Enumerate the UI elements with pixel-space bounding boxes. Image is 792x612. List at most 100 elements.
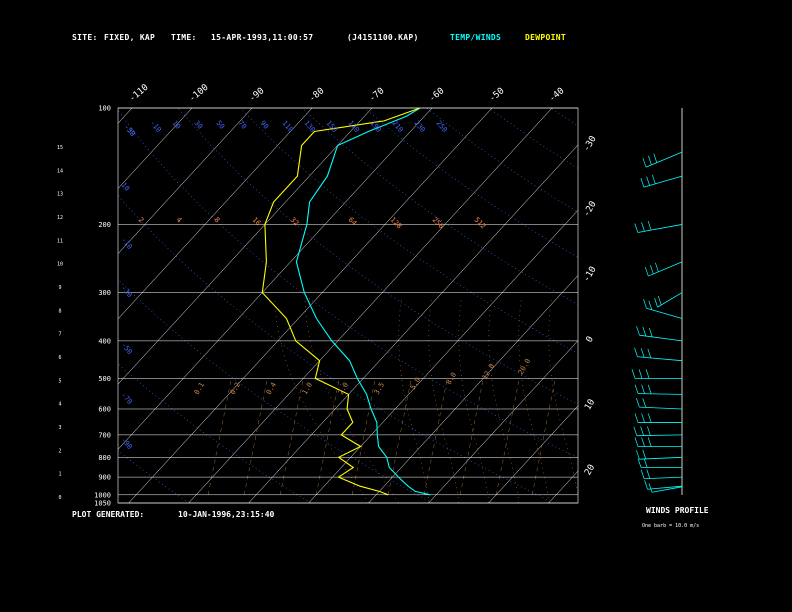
wind-barb-flag (640, 469, 645, 479)
wind-barb (651, 486, 683, 493)
moist-adiabat (428, 298, 459, 503)
isotherm-line (188, 108, 553, 503)
height-tick-label: 14 (57, 168, 63, 174)
isotherm-line (0, 108, 12, 503)
isotherm-grid (0, 108, 792, 503)
mixing-ratio-line (531, 378, 556, 495)
dry-adiabat-label: 150 (324, 119, 338, 134)
isotherm-line (428, 340, 578, 503)
mixing-ratio-label: 16 (251, 216, 263, 228)
pressure-tick-label: 800 (98, 454, 111, 462)
wind-barb-flag (637, 458, 642, 468)
height-tick-label: 12 (57, 215, 63, 221)
dry-adiabat-label: 250 (434, 119, 448, 134)
mixing-ratio-label: 32 (289, 216, 301, 228)
wind-barb-flag (640, 426, 644, 436)
wind-barb-flag (636, 450, 640, 460)
pressure-tick-label: 500 (98, 375, 111, 383)
wind-barb-flag (654, 297, 658, 308)
wind-barb-flag (634, 223, 639, 233)
height-tick-label: 1 (58, 472, 61, 478)
dry-adiabat (118, 110, 578, 459)
dry-adiabat-label: -90 (119, 436, 133, 451)
isotherm-line (118, 108, 433, 450)
isotherm-line (118, 108, 373, 385)
isotherm-line (548, 470, 578, 503)
wind-barb (639, 334, 683, 342)
wind-barb-flag (644, 266, 649, 277)
wind-barb-flag (647, 348, 652, 359)
top-temp-label: -50 (488, 86, 507, 104)
height-tick-label: 3 (58, 425, 61, 431)
height-tick-label: 8 (58, 308, 61, 314)
wind-barb-flag (648, 483, 653, 493)
site-value: FIXED, KAP (104, 33, 156, 42)
wind-barb-flag (642, 158, 647, 168)
wind-barb-flag (634, 437, 639, 447)
mixing-ratio-line (495, 378, 520, 495)
adiabats-layer (118, 108, 792, 503)
isobars-layer (117, 107, 579, 504)
wind-barb-flag (646, 469, 651, 479)
pressure-tick-label: 1050 (94, 500, 111, 508)
right-temp-label: -30 (582, 134, 599, 153)
mixing-ratio-line (207, 378, 232, 495)
isotherm-line (609, 108, 792, 503)
wind-barb (648, 261, 683, 277)
temp-legend: TEMP/WINDS (450, 33, 502, 42)
mixing-ratio-line (423, 378, 448, 495)
wind-barb (647, 485, 683, 490)
right-temp-label: 20 (583, 463, 597, 477)
labels-layer: 1002003004005006007008009001000105001234… (57, 83, 599, 508)
dry-adiabat (488, 108, 578, 169)
wind-barb-flag (640, 348, 645, 358)
top-temp-label: -80 (308, 86, 327, 104)
top-temp-label: -90 (248, 86, 267, 104)
dry-adiabat-label: 70 (236, 119, 248, 131)
wind-barb-flag (643, 299, 647, 309)
height-tick-label: 4 (58, 402, 61, 408)
isotherm-line (118, 108, 313, 320)
dry-adiabat-label: 10 (119, 181, 131, 193)
dry-adiabat (118, 450, 190, 503)
wind-barb (646, 307, 683, 319)
wind-barb-flag (633, 426, 638, 436)
isotherm-line (0, 108, 72, 503)
isotherm-line (789, 108, 792, 503)
dry-adiabat-label: 10 (170, 119, 182, 131)
height-tick-label: 6 (58, 355, 61, 361)
pressure-tick-label: 700 (98, 431, 111, 439)
height-tick-label: 15 (57, 145, 63, 151)
moist-adiabat-label: 0.1 (193, 381, 206, 396)
series-dewpoint-line (261, 108, 421, 496)
isotherm-line (669, 108, 792, 503)
wind-barb (637, 224, 683, 233)
dry-adiabat (550, 108, 578, 127)
dry-adiabat-label: 110 (280, 119, 294, 134)
height-tick-label: 10 (57, 262, 63, 268)
dry-adiabat-label: -10 (148, 119, 162, 134)
mixing-ratio-line (459, 378, 484, 495)
wind-barb-flag (638, 369, 643, 379)
wind-barb-flag (631, 369, 636, 379)
moist-adiabat (274, 298, 369, 503)
wind-barb (657, 292, 683, 308)
mixing-ratio-line (243, 378, 268, 495)
height-tick-label: 7 (58, 332, 61, 338)
wind-barb-flag (644, 480, 648, 490)
dry-adiabat (613, 108, 792, 503)
dry-adiabat (301, 108, 578, 305)
mixing-ratio-line (387, 378, 412, 495)
pressure-tick-label: 1000 (94, 491, 111, 499)
top-temp-label: -100 (188, 83, 211, 105)
top-temp-label: -70 (368, 86, 387, 104)
moist-adiabat (304, 298, 399, 503)
winds-profile-note: One barb = 10.0 m/s (642, 523, 700, 529)
dry-adiabat-label: 210 (390, 119, 404, 134)
isotherm-line (118, 108, 193, 189)
right-temp-label: -10 (582, 265, 599, 284)
dry-adiabat-label: -50 (119, 341, 133, 356)
dry-adiabat (239, 108, 578, 354)
series-temperature-line (295, 108, 431, 496)
wind-barb-flag (653, 153, 658, 163)
